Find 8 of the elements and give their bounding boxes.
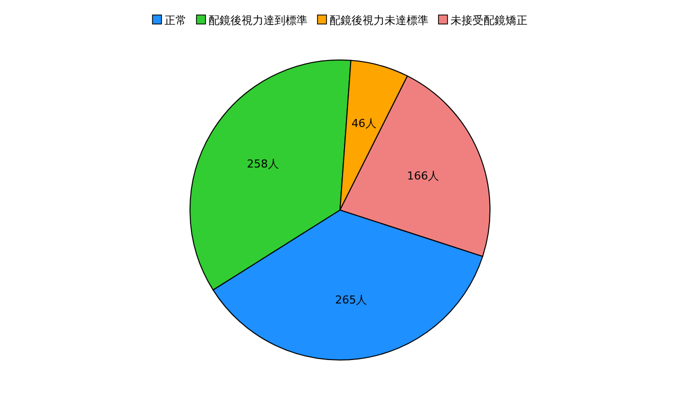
data-label: 166人 bbox=[407, 169, 440, 182]
data-label: 258人 bbox=[246, 158, 279, 171]
data-label: 46人 bbox=[351, 117, 376, 130]
legend-label: 配鏡後視力達到標準 bbox=[208, 14, 308, 27]
legend-label: 正常 bbox=[164, 14, 186, 27]
legend-label: 配鏡後視力未達標準 bbox=[330, 14, 428, 27]
legend-label: 未接受配鏡矯正 bbox=[450, 14, 528, 27]
data-label: 265人 bbox=[335, 293, 368, 306]
